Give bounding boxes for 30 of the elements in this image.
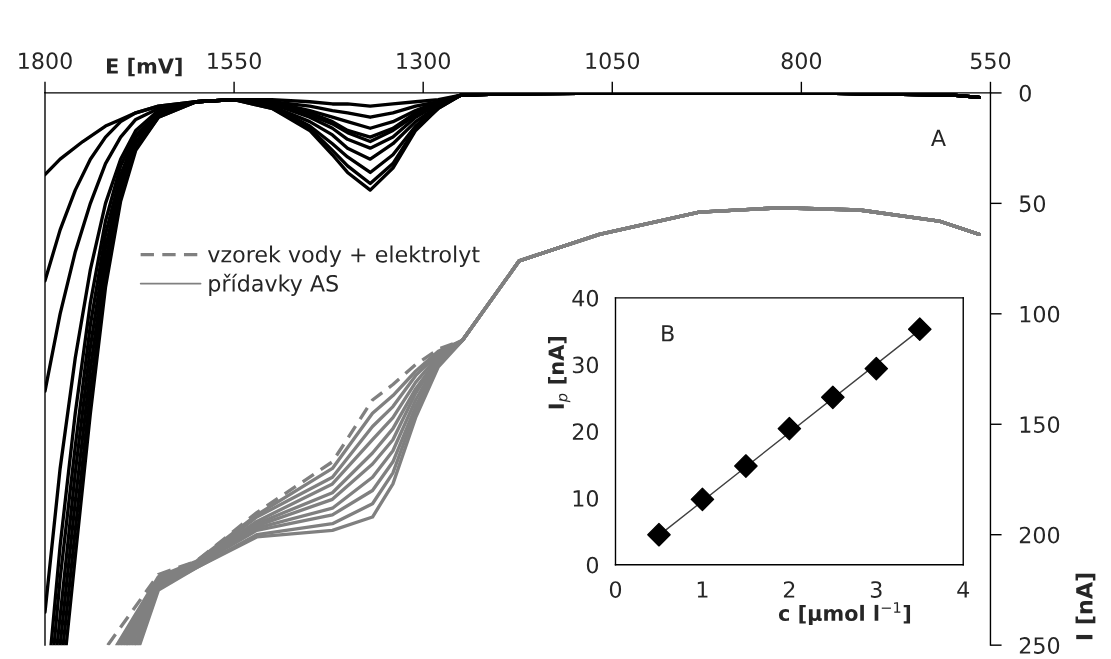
y-tick-label: 250 xyxy=(1019,637,1060,654)
y-tick-label: 0 xyxy=(1019,84,1031,102)
x-axis-title: c [µmol l$^{−1}$] xyxy=(778,602,911,626)
x-tick-label: 2 xyxy=(783,581,795,598)
y-tick-label: 0 xyxy=(586,556,599,574)
legend-label: přídavky AS xyxy=(209,273,338,297)
y-tick-label: 30 xyxy=(572,356,599,374)
y-tick-label: 100 xyxy=(1020,305,1060,323)
y-tick-label: 150 xyxy=(1020,416,1060,434)
x-tick-label: 1550 xyxy=(208,52,261,70)
y-tick-label: 20 xyxy=(572,423,599,441)
x-tick-label: 1050 xyxy=(586,52,640,70)
x-tick-label: 3 xyxy=(870,581,882,598)
y-tick-label: 40 xyxy=(572,289,599,307)
x-tick-label: 1800 xyxy=(19,52,72,70)
y-axis-title: I [nA] xyxy=(1075,573,1096,640)
x-tick-label: 4 xyxy=(957,581,970,598)
y-tick-label: 50 xyxy=(1019,195,1046,213)
x-tick-label: 1 xyxy=(697,581,708,598)
x-tick-label: 800 xyxy=(781,52,822,70)
x-axis-title: E [mV] xyxy=(107,57,182,77)
legend-label: vzorek vody + elektrolyt xyxy=(207,245,480,267)
y-tick-label: 200 xyxy=(1019,526,1060,544)
y-axis-title: I$_{p}$ [nA] xyxy=(548,336,571,409)
x-tick-label: 0 xyxy=(609,581,622,598)
annotation: A xyxy=(931,129,946,146)
y-tick-label: 10 xyxy=(573,489,599,507)
x-tick-label: 1300 xyxy=(397,52,450,70)
annotation: B xyxy=(662,325,674,342)
x-tick-label: 550 xyxy=(970,52,1011,70)
